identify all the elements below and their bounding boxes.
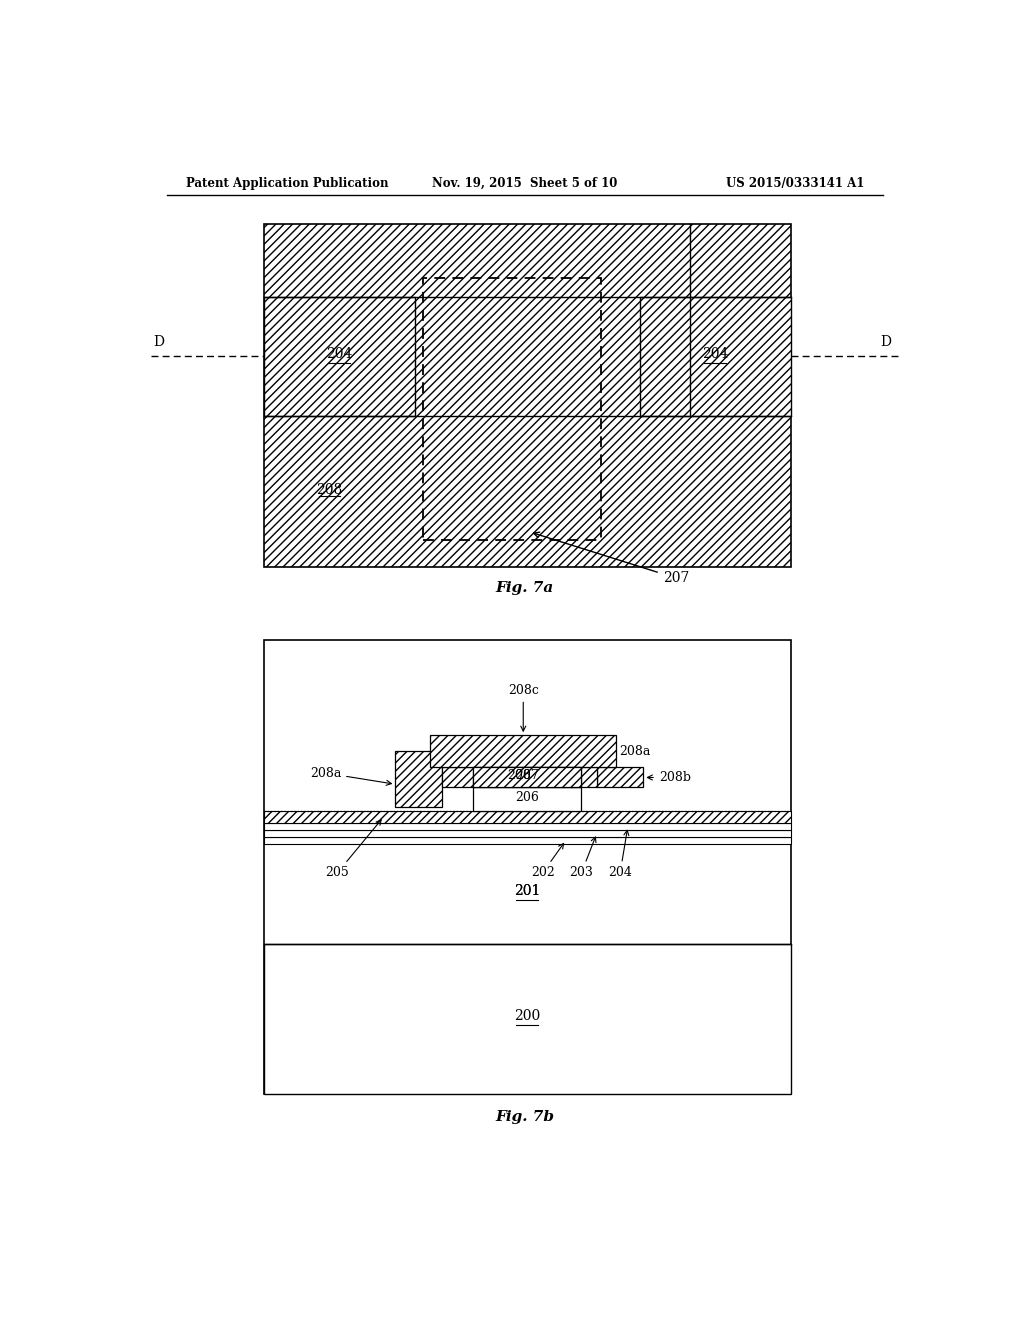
- Text: US 2015/0333141 A1: US 2015/0333141 A1: [726, 177, 864, 190]
- Text: 202: 202: [530, 843, 563, 879]
- Text: D: D: [881, 334, 891, 348]
- Text: Patent Application Publication: Patent Application Publication: [186, 177, 389, 190]
- Text: Fig. 7b: Fig. 7b: [496, 1110, 554, 1125]
- Text: 203: 203: [569, 837, 596, 879]
- Bar: [263, 944, 791, 1094]
- Bar: [263, 224, 791, 566]
- Text: 208a: 208a: [620, 744, 650, 758]
- Bar: [263, 810, 791, 822]
- Text: 208: 208: [508, 770, 531, 783]
- Text: 208c: 208c: [508, 684, 539, 731]
- Text: 204: 204: [608, 830, 632, 879]
- Text: 207: 207: [534, 532, 689, 585]
- Text: 204: 204: [701, 347, 728, 360]
- Text: 208b: 208b: [647, 771, 691, 784]
- Text: 208a: 208a: [309, 767, 391, 785]
- Bar: [473, 767, 582, 788]
- Bar: [263, 822, 791, 830]
- Text: 206: 206: [515, 791, 539, 804]
- Bar: [473, 767, 582, 788]
- Text: Fig. 7a: Fig. 7a: [496, 581, 554, 595]
- Text: 208: 208: [316, 483, 343, 496]
- Bar: [263, 837, 791, 843]
- Text: 207: 207: [515, 770, 539, 783]
- Text: 200: 200: [514, 1008, 541, 1023]
- Bar: [640, 297, 791, 416]
- Text: D: D: [153, 334, 164, 348]
- Bar: [597, 767, 643, 788]
- Bar: [263, 297, 415, 416]
- Text: 205: 205: [326, 820, 381, 879]
- Bar: [442, 767, 597, 788]
- Bar: [473, 788, 582, 810]
- Text: Nov. 19, 2015  Sheet 5 of 10: Nov. 19, 2015 Sheet 5 of 10: [432, 177, 617, 190]
- Text: 204: 204: [326, 347, 352, 360]
- Bar: [423, 277, 601, 540]
- Bar: [263, 830, 791, 837]
- Text: 207: 207: [515, 770, 539, 783]
- Bar: [430, 735, 616, 767]
- Bar: [263, 640, 791, 1094]
- Bar: [395, 751, 442, 807]
- Text: 201: 201: [514, 883, 541, 898]
- Text: 201: 201: [514, 883, 541, 898]
